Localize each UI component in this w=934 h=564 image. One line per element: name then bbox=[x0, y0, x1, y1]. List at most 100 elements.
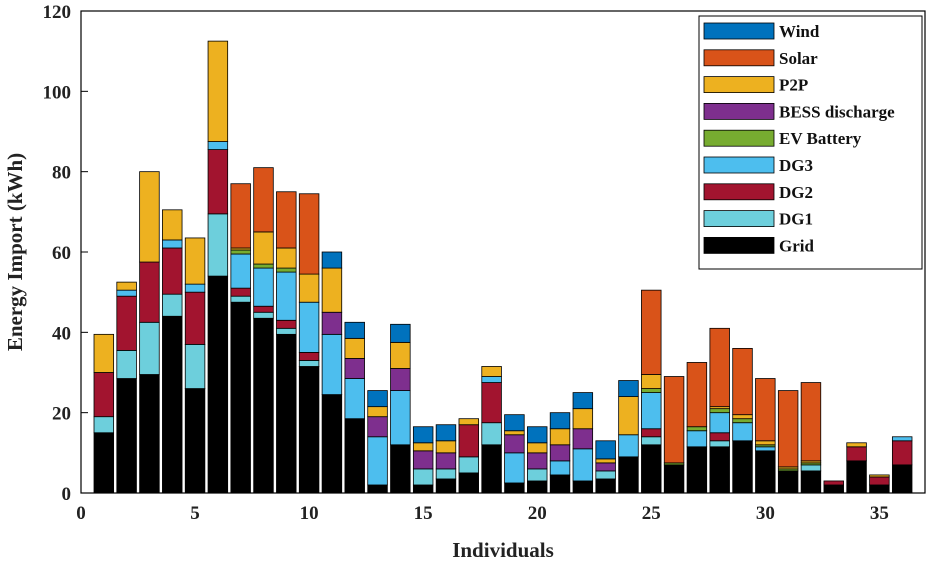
bar-segment-dg3-22 bbox=[572, 448, 594, 482]
bar-segment-wind-24 bbox=[618, 380, 639, 397]
bar-segment-p2p-3 bbox=[139, 171, 160, 263]
bar-segment-grid-25 bbox=[641, 444, 662, 494]
bar-segment-dg3-9 bbox=[276, 271, 297, 321]
bar-segment-bess-discharge-11 bbox=[321, 311, 343, 335]
bar-segment-solar-32 bbox=[800, 382, 822, 462]
bar-segment-p2p-11 bbox=[321, 267, 343, 313]
x-axis-label: Individuals bbox=[452, 538, 554, 562]
legend-label-solar: Solar bbox=[779, 49, 818, 68]
bar-segment-p2p-10 bbox=[298, 273, 320, 303]
y-tick-label: 0 bbox=[62, 484, 72, 505]
bar-segment-ev-battery-25 bbox=[641, 388, 662, 393]
bar-segment-solar-30 bbox=[755, 378, 776, 442]
bar-segment-grid-18 bbox=[481, 444, 502, 494]
bar-segment-solar-9 bbox=[276, 191, 297, 249]
bar-segment-grid-5 bbox=[184, 388, 206, 494]
bar-segment-solar-25 bbox=[641, 289, 662, 375]
legend-label-bess-discharge: BESS discharge bbox=[779, 102, 895, 121]
bar-segment-grid-7 bbox=[230, 301, 251, 494]
bar-segment-solar-29 bbox=[732, 347, 753, 416]
bar-segment-wind-16 bbox=[435, 424, 457, 442]
bar-segment-bess-discharge-16 bbox=[435, 452, 457, 470]
bar-segment-dg1-23 bbox=[595, 470, 616, 480]
bar-segment-bess-discharge-12 bbox=[344, 358, 365, 379]
legend-swatch-p2p bbox=[703, 76, 775, 93]
bar-segment-wind-12 bbox=[344, 321, 365, 339]
bar-segment-p2p-21 bbox=[549, 428, 571, 446]
bar-segment-dg3-7 bbox=[230, 253, 251, 289]
bar-segment-dg3-10 bbox=[298, 301, 320, 353]
bar-segment-p2p-5 bbox=[184, 237, 206, 285]
bar-segment-wind-15 bbox=[412, 426, 434, 444]
legend-label-dg3: DG3 bbox=[779, 156, 813, 175]
bar-segment-dg2-34 bbox=[846, 446, 867, 462]
bar-segment-grid-34 bbox=[846, 460, 867, 494]
bar-segment-solar-31 bbox=[777, 390, 799, 468]
bar-segment-p2p-23 bbox=[595, 458, 616, 464]
bar-segment-dg2-18 bbox=[481, 382, 502, 424]
bar-segment-dg2-8 bbox=[253, 305, 274, 313]
bar-segment-grid-8 bbox=[253, 317, 274, 494]
x-tick-label: 20 bbox=[528, 503, 547, 524]
bar-segment-dg3-2 bbox=[116, 289, 137, 297]
x-tick-label: 0 bbox=[76, 503, 86, 524]
bar-segment-dg2-28 bbox=[709, 432, 730, 442]
x-tick-label: 25 bbox=[642, 503, 661, 524]
bar-segment-p2p-34 bbox=[846, 442, 867, 448]
x-tick-label: 30 bbox=[756, 503, 775, 524]
bar-segment-p2p-6 bbox=[207, 40, 229, 142]
bar-segment-p2p-9 bbox=[276, 247, 297, 269]
bar-segment-wind-20 bbox=[527, 426, 548, 444]
bar-segment-p2p-30 bbox=[755, 440, 776, 446]
legend-label-wind: Wind bbox=[779, 22, 820, 41]
legend-swatch-ev-battery bbox=[703, 129, 775, 147]
bar-segment-grid-28 bbox=[709, 446, 730, 494]
bar-segment-grid-16 bbox=[435, 478, 457, 494]
bar-segment-grid-36 bbox=[891, 464, 913, 494]
bar-segment-dg3-29 bbox=[732, 422, 753, 442]
bar-segment-dg3-21 bbox=[549, 460, 571, 476]
bar-segment-dg2-5 bbox=[184, 291, 206, 345]
bar-segment-dg3-5 bbox=[184, 283, 206, 293]
bar-segment-p2p-29 bbox=[732, 414, 753, 420]
bar-segment-dg2-1 bbox=[93, 372, 115, 418]
bar-segment-dg2-33 bbox=[823, 480, 844, 486]
bar-segment-solar-27 bbox=[686, 362, 708, 428]
x-tick-label: 10 bbox=[300, 503, 319, 524]
bar-segment-dg2-36 bbox=[891, 440, 913, 466]
bar-segment-dg1-9 bbox=[276, 327, 297, 335]
bar-segment-dg3-36 bbox=[891, 436, 913, 442]
legend-swatch-grid bbox=[703, 236, 775, 254]
legend-label-grid: Grid bbox=[779, 236, 814, 255]
bar-segment-dg2-10 bbox=[298, 352, 320, 361]
bar-segment-dg3-18 bbox=[481, 376, 502, 383]
bar-segment-dg3-24 bbox=[618, 434, 639, 458]
bar-segment-solar-28 bbox=[709, 327, 730, 408]
bar-segment-wind-22 bbox=[572, 392, 594, 410]
bar-segment-ev-battery-9 bbox=[276, 267, 297, 273]
bar-segment-grid-32 bbox=[800, 470, 822, 494]
bar-segment-dg1-3 bbox=[139, 321, 160, 375]
bar-segment-grid-31 bbox=[777, 470, 799, 494]
bar-segment-grid-3 bbox=[139, 374, 160, 494]
bar-segment-dg2-2 bbox=[116, 295, 137, 351]
bar-segment-grid-12 bbox=[344, 418, 365, 494]
bar-segment-dg1-2 bbox=[116, 350, 137, 379]
bar-segment-grid-21 bbox=[549, 474, 571, 494]
bar-segment-bess-discharge-22 bbox=[572, 428, 594, 450]
bar-segment-ev-battery-29 bbox=[732, 418, 753, 424]
bar-segment-bess-discharge-15 bbox=[412, 450, 434, 470]
bar-segment-p2p-22 bbox=[572, 408, 594, 430]
bar-segment-bess-discharge-23 bbox=[595, 462, 616, 472]
bar-segment-p2p-4 bbox=[162, 209, 183, 241]
bar-segment-dg1-7 bbox=[230, 295, 251, 303]
legend-label-dg1: DG1 bbox=[779, 210, 813, 229]
bar-segment-dg1-18 bbox=[481, 422, 502, 446]
bar-segment-grid-26 bbox=[663, 464, 685, 494]
y-tick-label: 120 bbox=[43, 2, 72, 23]
bar-segment-wind-21 bbox=[549, 412, 571, 430]
bar-segment-p2p-20 bbox=[527, 442, 548, 454]
bar-segment-bess-discharge-13 bbox=[367, 416, 388, 438]
bar-segment-p2p-14 bbox=[390, 341, 411, 369]
